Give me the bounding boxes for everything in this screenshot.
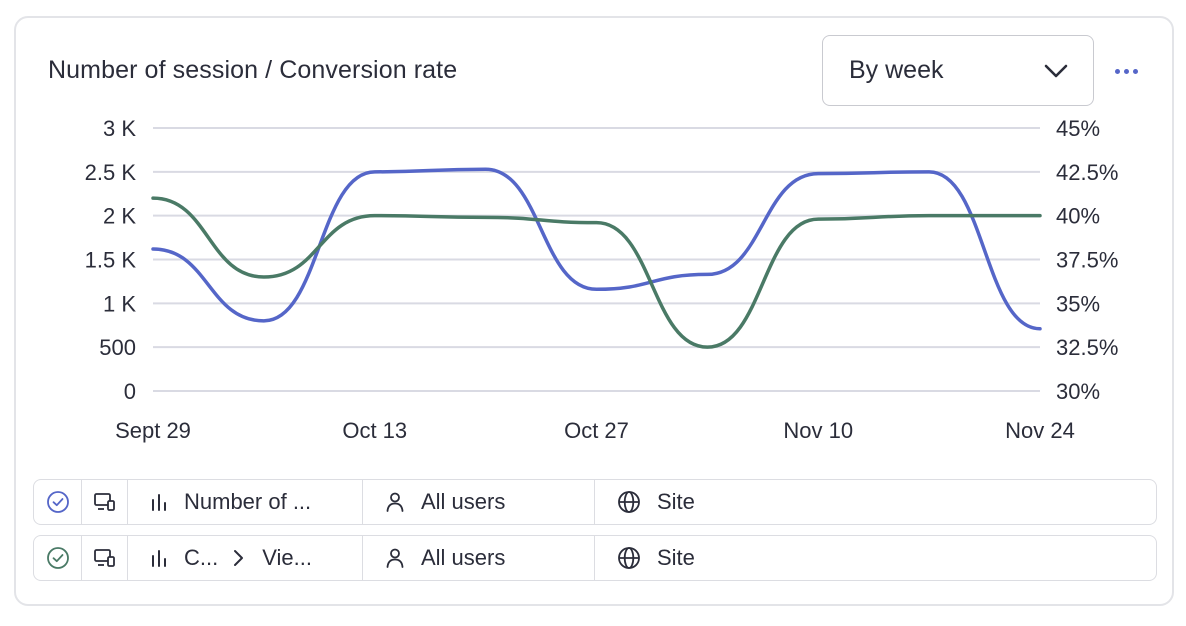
metric-label: Number of ... (184, 489, 312, 514)
y-right-tick-label: 45% (1056, 116, 1100, 141)
series-line-sessions (151, 167, 1042, 331)
y-right-tick-label: 40% (1056, 204, 1100, 229)
y-left-tick-label: 3 K (103, 116, 136, 141)
globe-icon (617, 490, 641, 514)
period-select[interactable]: By week (822, 35, 1094, 106)
chevron-right-icon (232, 549, 244, 567)
user-icon (385, 491, 405, 513)
series-line-conversion (151, 196, 1042, 349)
x-tick-label: Sept 29 (115, 418, 191, 443)
chevron-down-icon (1044, 64, 1068, 77)
chart-title: Number of session / Conversion rate (48, 56, 458, 84)
check-circle-icon[interactable] (46, 546, 70, 570)
users-label: All users (421, 545, 506, 570)
site-cell[interactable]: Site (595, 536, 1156, 580)
users-cell[interactable]: All users (363, 480, 595, 524)
device-icon[interactable] (93, 547, 117, 569)
more-options-button[interactable] (1110, 58, 1142, 84)
line-chart: 3 K 45% 2.5 K 42.5% 2 K 40% 1.5 K 37.5% 1 K 35% 50… (85, 116, 1119, 443)
check-circle-icon[interactable] (46, 490, 70, 514)
y-left-tick-label: 1.5 K (85, 248, 137, 273)
metric-cell[interactable]: C... Vie... (128, 536, 363, 580)
y-right-tick-label: 37.5% (1056, 248, 1118, 273)
metric-label: C... (184, 545, 219, 570)
metric-cell[interactable]: Number of ... (128, 480, 363, 524)
x-tick-label: Oct 13 (342, 418, 407, 443)
x-tick-label: Nov 24 (1005, 418, 1075, 443)
metric-label-step-2: Vie... (262, 545, 312, 570)
y-right-tick-label: 32.5% (1056, 335, 1118, 360)
users-cell[interactable]: All users (363, 536, 595, 580)
globe-icon (617, 546, 641, 570)
x-tick-label: Oct 27 (564, 418, 629, 443)
series-row-sessions[interactable]: Number of ... All users Site (33, 479, 1157, 525)
y-left-tick-label: 0 (124, 379, 136, 404)
users-label: All users (421, 489, 506, 514)
series-row-conversion[interactable]: C... Vie... All users Site (33, 535, 1157, 581)
bar-chart-icon (150, 548, 168, 568)
site-label: Site (657, 545, 695, 570)
y-right-tick-label: 42.5% (1056, 160, 1118, 185)
more-horizontal-icon (1114, 68, 1120, 74)
period-select-value: By week (849, 56, 944, 84)
y-right-tick-label: 30% (1056, 379, 1100, 404)
x-tick-label: Nov 10 (783, 418, 853, 443)
y-left-tick-label: 500 (99, 335, 136, 360)
y-left-tick-label: 1 K (103, 291, 136, 316)
bar-chart-icon (150, 492, 168, 512)
y-left-tick-label: 2.5 K (85, 160, 137, 185)
y-left-tick-label: 2 K (103, 204, 136, 229)
device-icon[interactable] (93, 491, 117, 513)
y-right-tick-label: 35% (1056, 291, 1100, 316)
site-label: Site (657, 489, 695, 514)
site-cell[interactable]: Site (595, 480, 1156, 524)
user-icon (385, 547, 405, 569)
